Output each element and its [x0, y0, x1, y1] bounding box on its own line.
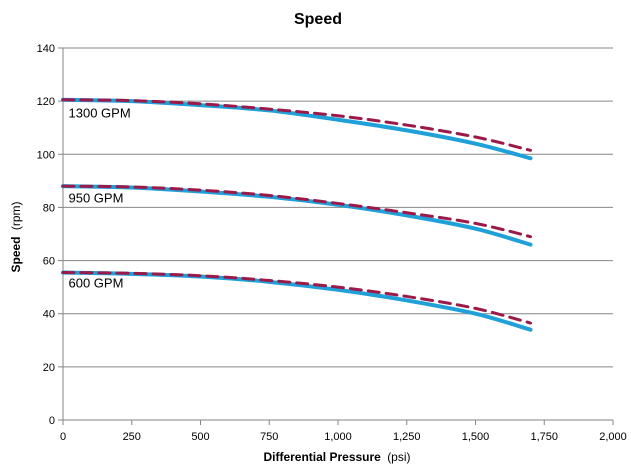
y-tick-label: 100: [37, 149, 55, 161]
series-line-600-gpm-dashed: [61, 271, 532, 325]
y-tick-label: 60: [43, 256, 55, 268]
series-line-950-gpm-dashed: [61, 184, 532, 239]
x-tick-label: 2,000: [599, 431, 627, 443]
x-tick-label: 750: [260, 431, 278, 443]
x-axis-title-main: Differential Pressure: [263, 450, 381, 464]
x-tick-label: 1,250: [393, 431, 421, 443]
y-tick-label: 120: [37, 96, 55, 108]
grid-lines: [63, 47, 613, 368]
y-tick-label: 0: [49, 415, 55, 427]
y-tick-label: 40: [43, 309, 55, 321]
x-tick-label: 500: [191, 431, 209, 443]
series-line-1300-gpm-dashed: [61, 98, 532, 152]
x-axis-title-unit: (psi): [387, 450, 410, 464]
y-axis-title: Speed (rpm): [9, 201, 23, 272]
series-line-1300-gpm-solid: [61, 97, 533, 161]
x-tick-label: 1,000: [324, 431, 352, 443]
x-tick-label: 250: [123, 431, 141, 443]
y-tick-label: 140: [37, 43, 55, 55]
y-tick-label: 80: [43, 202, 55, 214]
y-tick-labels: 0 20 40 60 80 100 120 140: [37, 43, 55, 427]
y-axis-title-unit: (rpm): [9, 201, 23, 230]
series-annotation-600-gpm: 600 GPM: [69, 276, 124, 291]
series-line-600-gpm-solid: [61, 270, 533, 332]
x-tick-label: 1,750: [530, 431, 558, 443]
series-lines: [61, 97, 533, 332]
x-tick-label: 1,500: [462, 431, 490, 443]
x-tick-labels: 0 250 500 750 1,000 1,250 1,500 1,750 2,000: [60, 431, 627, 443]
y-axis-title-main: Speed: [9, 237, 23, 273]
chart-title: Speed: [294, 11, 342, 28]
series-annotations: 1300 GPM 950 GPM 600 GPM: [69, 106, 131, 291]
series-line-950-gpm-solid: [61, 184, 533, 247]
x-tick-label: 0: [60, 431, 66, 443]
series-annotation-950-gpm: 950 GPM: [69, 191, 124, 206]
axes: [58, 47, 614, 425]
series-annotation-1300-gpm: 1300 GPM: [69, 106, 131, 121]
x-axis-title: Differential Pressure (psi): [263, 450, 410, 464]
y-tick-label: 20: [43, 362, 55, 374]
